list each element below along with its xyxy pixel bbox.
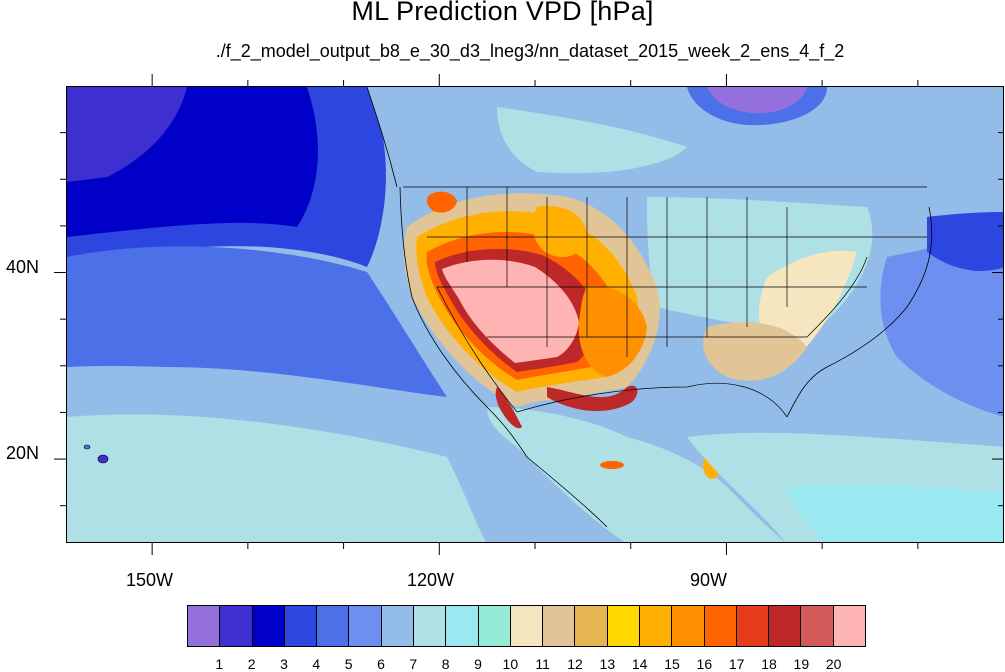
colorbar-swatch [188,606,221,646]
mexico-red-arc [547,385,638,412]
colorbar-swatch [349,606,382,646]
mexico-land [487,407,785,542]
canada-pale-patch [497,107,687,174]
colorbar-label: 16 [696,656,713,672]
map-subtitle: ./f_2_model_output_b8_e_30_d3_lneg3/nn_d… [215,41,845,61]
pacific-south-cyan [67,414,486,542]
colorbar-swatch [284,606,318,646]
colorbar-label: 8 [441,656,450,672]
hawaii-island [97,454,109,464]
baja-red [495,387,522,429]
colorbar-swatch [704,606,737,646]
colorbar-swatch [381,606,414,646]
colorbar-label: 9 [474,656,482,672]
coastlines [366,87,933,528]
colorbar-swatch [220,606,253,646]
colorbar-swatch [736,606,770,646]
colorbar-label: 1 [215,656,224,672]
colorbar-swatch [575,606,608,646]
plains-gold [532,206,587,257]
lon-label-90w: 90W [690,570,728,590]
colorbar-label: 13 [599,656,616,672]
lat-label-20n: 20N [6,443,40,463]
colorbar-swatch [769,606,802,646]
colorbar-label: 11 [535,656,550,672]
colorbar-swatch [413,606,447,646]
colorbar-swatch [510,606,544,646]
colorbar-label: 15 [664,656,680,672]
colorbar-label: 5 [344,656,353,672]
colorbar-label: 20 [825,656,842,672]
lon-label-120w: 120W [407,570,455,590]
colorbar-swatch [639,606,673,646]
colorbar-label: 10 [502,656,519,672]
colorbar-label: 4 [312,656,321,672]
vpd-map [66,86,1004,543]
lon-label-150w: 150W [126,570,174,590]
colorbar-label: 19 [793,656,810,672]
colorbar-label: 17 [728,656,745,672]
colorbar-swatch [672,606,705,646]
colorbar [187,605,866,647]
colorbar-label: 18 [761,656,777,672]
colorbar-swatch [317,606,350,646]
state-boundaries [403,186,927,418]
colorbar-label: 3 [280,656,288,672]
lat-label-40n: 40N [6,257,40,277]
pacific-mid-band [67,246,447,397]
atlantic-mid [880,237,1003,417]
colorbar-swatch [446,606,479,646]
colorbar-swatch [543,606,576,646]
colorbar-swatch [607,606,640,646]
hudson-purple [707,87,807,114]
hawaii-island-small [83,444,91,450]
colorbar-swatch [833,606,865,646]
colorbar-label: 6 [377,656,385,672]
map-title: ML Prediction VPD [hPa] [351,0,654,26]
caribbean-light [787,484,1003,542]
colorbar-swatch [252,606,285,646]
atlantic-dark [927,212,1003,272]
colorbar-label: 7 [409,656,418,672]
northwest-hotspot [426,191,457,213]
colorbar-label: 12 [567,656,583,672]
plains-orange [578,286,647,377]
gulf-alaska-patch [67,87,187,182]
colorbar-label: 14 [631,656,648,672]
colorbar-label: 2 [247,656,256,672]
colorbar-swatch [478,606,511,646]
central-america-orange [600,461,624,469]
colorbar-swatch [801,606,834,646]
